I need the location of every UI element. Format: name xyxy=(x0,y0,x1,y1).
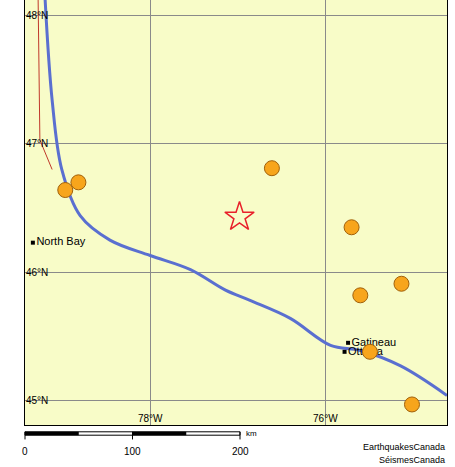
svg-text:km: km xyxy=(246,429,257,438)
svg-text:Ottawa: Ottawa xyxy=(348,345,384,357)
svg-text:76°W: 76°W xyxy=(313,413,338,424)
svg-text:48°N: 48°N xyxy=(26,10,48,21)
svg-text:47°N: 47°N xyxy=(26,138,48,149)
svg-text:0: 0 xyxy=(22,446,28,457)
svg-text:100: 100 xyxy=(124,446,141,457)
svg-text:46°N: 46°N xyxy=(26,267,48,278)
svg-text:78°W: 78°W xyxy=(138,413,163,424)
svg-text:Gatineau: Gatineau xyxy=(352,336,397,348)
svg-text:SéismesCanada: SéismesCanada xyxy=(379,455,445,465)
svg-text:North Bay: North Bay xyxy=(36,235,85,247)
svg-text:200: 200 xyxy=(232,446,249,457)
svg-text:EarthquakesCanada: EarthquakesCanada xyxy=(363,442,445,452)
svg-text:45°N: 45°N xyxy=(26,395,48,406)
